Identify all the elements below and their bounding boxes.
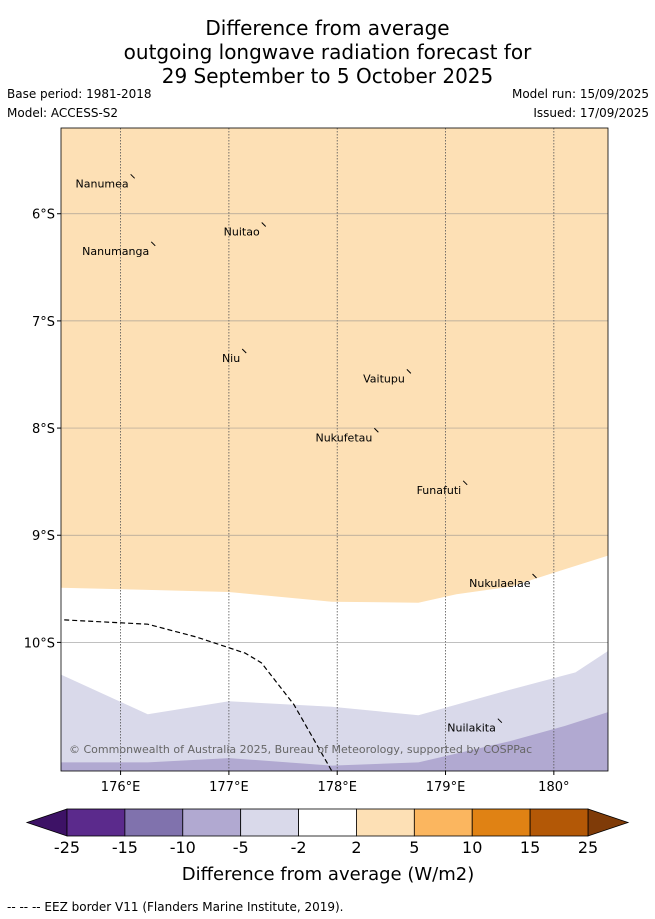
- title-line-3: 29 September to 5 October 2025: [161, 64, 494, 88]
- y-tick-label: 10°S: [24, 636, 55, 651]
- forecast-map-chart: Nanumea Nuitao Nanumanga Niu Vaitupu Nukufeta…: [24, 127, 630, 885]
- y-tick-label: 8°S: [32, 422, 55, 437]
- contour-region-4: [61, 651, 608, 771]
- place-label: Nuilakita: [447, 722, 496, 735]
- colorbar-under-arrow: [25, 808, 68, 837]
- colorbar-tick-label: 25: [578, 838, 598, 857]
- colorbar-bin: [66, 808, 126, 837]
- colorbar-over-arrow: [587, 808, 630, 837]
- title-line-2: outgoing longwave radiation forecast for: [123, 40, 532, 64]
- colorbar-bin: [298, 808, 357, 837]
- island-marker: [497, 718, 503, 724]
- colorbar-bin: [240, 808, 299, 837]
- colorbar-tick-label: -25: [54, 838, 80, 857]
- colorbar-bin: [124, 808, 184, 837]
- colorbar-bin: [471, 808, 531, 837]
- contour-region-5: [61, 712, 608, 771]
- colorbar-tick-label: 2: [351, 838, 361, 857]
- colorbar-bin: [356, 808, 415, 837]
- eez-border-line: [64, 619, 333, 771]
- model-text: Model: ACCESS-S2: [7, 106, 119, 120]
- colorbar-tick-label: 15: [520, 838, 540, 857]
- place-label: Niu: [222, 352, 240, 365]
- copyright-notice: © Commonwealth of Australia 2025, Bureau…: [69, 743, 532, 756]
- place-label: Nanumanga: [82, 245, 149, 258]
- island-marker: [241, 348, 247, 354]
- place-label: Funafuti: [417, 484, 462, 497]
- colorbar-tick-label: 10: [462, 838, 482, 857]
- place-label: Vaitupu: [363, 372, 405, 385]
- island-marker: [130, 173, 136, 179]
- place-label: Nukulaelae: [469, 577, 531, 590]
- colorbar-tick-label: -15: [112, 838, 138, 857]
- colorbar-tick-label: 5: [409, 838, 419, 857]
- colorbar-bin: [182, 808, 242, 837]
- colorbar-label: Difference from average (W/m2): [182, 864, 474, 885]
- plot-area: Nanumea Nuitao Nanumanga Niu Vaitupu Nukufeta…: [61, 128, 608, 771]
- colorbar-bin: [529, 808, 589, 837]
- colorbar-tick-label: -2: [291, 838, 307, 857]
- y-tick-label: 6°S: [32, 208, 55, 223]
- issued-text: Issued: 17/09/2025: [533, 106, 649, 120]
- contour-region-3: [61, 128, 608, 603]
- island-marker: [406, 368, 412, 374]
- colorbar-tick-label: -5: [233, 838, 249, 857]
- y-tick-label: 7°S: [32, 315, 55, 330]
- place-label: Nukufetau: [315, 431, 372, 444]
- colorbar-tick-label: -10: [170, 838, 196, 857]
- x-tick-label: 176°E: [101, 780, 141, 795]
- x-tick-label: 178°E: [317, 780, 357, 795]
- y-tick-label: 9°S: [32, 529, 55, 544]
- model-run-text: Model run: 15/09/2025: [511, 87, 649, 101]
- island-marker: [462, 480, 468, 486]
- x-tick-label: 179°E: [426, 780, 466, 795]
- base-period-text: Base period: 1981-2018: [7, 87, 152, 101]
- island-marker: [150, 241, 156, 247]
- island-marker: [374, 427, 379, 433]
- chart-title: Difference from average outgoing longwav…: [0, 16, 655, 88]
- place-label: Nuitao: [224, 226, 260, 239]
- colorbar-bin: [413, 808, 473, 837]
- x-tick-label: 180°: [538, 780, 569, 795]
- island-marker: [532, 573, 537, 579]
- eez-border-legend: -- -- -- EEZ border V11 (Flanders Marine…: [7, 900, 344, 914]
- plot-frame: [60, 127, 609, 772]
- x-tick-label: 177°E: [209, 780, 249, 795]
- island-marker: [261, 222, 267, 227]
- title-line-1: Difference from average: [205, 16, 450, 40]
- place-label: Nanumea: [76, 177, 129, 190]
